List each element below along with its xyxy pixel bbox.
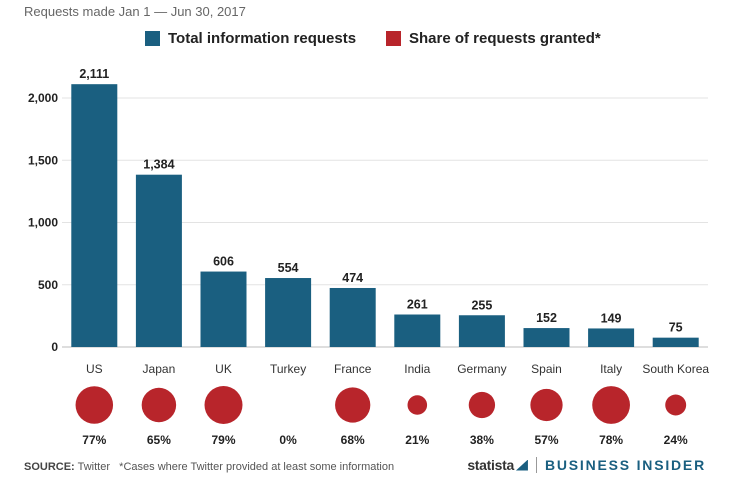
chart-subtitle: Requests made Jan 1 — Jun 30, 2017 xyxy=(24,4,246,19)
source-prefix: SOURCE: xyxy=(24,461,75,473)
x-tick-label: Japan xyxy=(143,362,176,376)
bar xyxy=(588,328,635,347)
brand-divider xyxy=(535,457,537,473)
bar xyxy=(652,337,699,347)
bar-value-label: 152 xyxy=(536,311,557,325)
bar-value-label: 75 xyxy=(669,321,683,335)
statista-logo-icon xyxy=(515,459,528,471)
legend-item-requests: Total information requests xyxy=(145,30,356,47)
share-circle xyxy=(75,386,114,424)
bar xyxy=(458,315,505,347)
bar xyxy=(523,328,570,347)
x-tick-label: US xyxy=(86,362,103,376)
share-circle xyxy=(335,387,371,423)
share-value-label: 38% xyxy=(470,433,494,447)
bar-value-label: 149 xyxy=(601,311,622,325)
x-tick-label: UK xyxy=(215,362,232,376)
x-tick-label: Spain xyxy=(531,362,562,376)
x-tick-label: France xyxy=(334,362,372,376)
bar-value-label: 255 xyxy=(471,298,492,312)
share-circle xyxy=(665,394,687,416)
footnote: *Cases where Twitter provided at least s… xyxy=(119,461,395,473)
legend-swatch-requests xyxy=(145,31,160,46)
bar xyxy=(71,84,118,348)
bar xyxy=(135,174,182,347)
branding: statista BUSINESS INSIDER xyxy=(467,457,706,473)
statista-logo: statista xyxy=(467,457,514,473)
bar-value-label: 1,384 xyxy=(143,158,174,172)
share-value-label: 79% xyxy=(211,433,235,447)
y-tick-label: 0 xyxy=(51,340,58,354)
bar xyxy=(265,278,312,347)
bar-value-label: 261 xyxy=(407,298,428,312)
business-insider-logo: BUSINESS INSIDER xyxy=(544,457,706,473)
x-tick-label: South Korea xyxy=(642,362,709,376)
bar-value-label: 606 xyxy=(213,255,234,269)
share-circle xyxy=(141,387,177,423)
legend-item-share: Share of requests granted* xyxy=(386,30,601,47)
share-circle xyxy=(530,388,563,422)
bar-value-label: 2,111 xyxy=(79,67,109,81)
share-value-label: 21% xyxy=(405,433,429,447)
x-tick-label: India xyxy=(404,362,430,376)
share-value-label: 65% xyxy=(147,433,171,447)
bar-value-label: 554 xyxy=(278,261,299,275)
x-tick-label: Turkey xyxy=(270,362,306,376)
share-value-label: 57% xyxy=(534,433,558,447)
legend-swatch-share xyxy=(386,31,401,46)
share-value-label: 24% xyxy=(664,433,688,447)
bar-value-label: 474 xyxy=(342,271,363,285)
legend-label-requests: Total information requests xyxy=(168,30,357,47)
y-tick-label: 2,000 xyxy=(28,91,58,105)
share-value-label: 0% xyxy=(279,433,297,447)
bar xyxy=(200,271,247,347)
x-tick-label: Germany xyxy=(457,362,506,376)
share-value-label: 77% xyxy=(82,433,106,447)
bar xyxy=(329,287,376,347)
legend: Total information requests Share of requ… xyxy=(0,30,730,52)
share-value-label: 78% xyxy=(599,433,623,447)
footer: SOURCE: Twitter *Cases where Twitter pro… xyxy=(24,461,394,473)
share-circle xyxy=(592,386,630,424)
y-tick-label: 500 xyxy=(38,278,58,292)
legend-label-share: Share of requests granted* xyxy=(409,30,601,47)
y-tick-label: 1,000 xyxy=(28,216,58,230)
share-circle xyxy=(204,386,243,424)
y-tick-label: 1,500 xyxy=(28,153,58,167)
bar xyxy=(394,314,441,347)
share-circle xyxy=(468,391,496,419)
source-text: Twitter xyxy=(77,461,110,473)
share-value-label: 68% xyxy=(341,433,365,447)
share-circle xyxy=(407,395,428,415)
x-tick-label: Italy xyxy=(600,362,622,376)
